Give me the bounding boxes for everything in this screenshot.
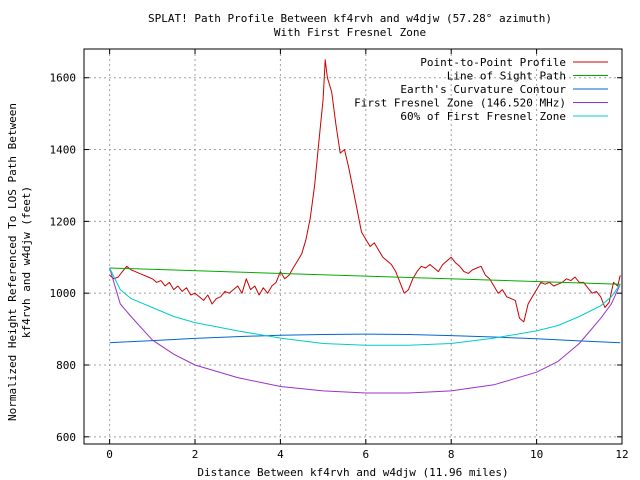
series bbox=[109, 59, 621, 394]
chart-title: SPLAT! Path Profile Between kf4rvh and w… bbox=[148, 12, 552, 25]
series-line-first-fresnel-zone-146-520-mhz bbox=[109, 267, 621, 394]
y-axis-label-line-1: Normalized Height Referenced To LOS Path… bbox=[6, 103, 19, 421]
y-tick-label: 800 bbox=[56, 359, 76, 372]
legend-label-first-fresnel-zone-146-520-mhz: First Fresnel Zone (146.520 MHz) bbox=[354, 97, 566, 110]
legend-label-60-of-first-fresnel-zone: 60% of First Fresnel Zone bbox=[400, 110, 566, 123]
y-tick-label: 1600 bbox=[50, 72, 77, 85]
y-tick-label: 1000 bbox=[50, 287, 77, 300]
x-tick-label: 6 bbox=[362, 448, 369, 461]
series-line-line-of-sight-path bbox=[109, 267, 621, 285]
series-line-point-to-point-profile bbox=[109, 59, 621, 323]
legend-label-line-of-sight-path: Line of Sight Path bbox=[447, 70, 566, 83]
plot-frame bbox=[83, 48, 623, 445]
x-tick-label: 12 bbox=[615, 448, 628, 461]
y-axis-ticks: 600 800 1000 1200 1400 1600 bbox=[50, 72, 622, 444]
y-tick-label: 600 bbox=[56, 431, 76, 444]
chart-subtitle: With First Fresnel Zone bbox=[274, 26, 426, 39]
grid bbox=[84, 49, 622, 444]
x-tick-label: 8 bbox=[448, 448, 455, 461]
series-line-earth-s-curvature-contour bbox=[109, 333, 621, 344]
y-tick-label: 1400 bbox=[50, 144, 77, 157]
y-tick-label: 1200 bbox=[50, 215, 77, 228]
x-tick-label: 0 bbox=[106, 448, 113, 461]
x-tick-label: 2 bbox=[192, 448, 199, 461]
x-axis-label: Distance Between kf4rvh and w4djw (11.96… bbox=[197, 466, 508, 479]
x-tick-label: 10 bbox=[530, 448, 543, 461]
x-tick-label: 4 bbox=[277, 448, 284, 461]
series-line-60-of-first-fresnel-zone bbox=[109, 267, 621, 346]
x-axis-ticks: 0 2 4 6 8 10 12 bbox=[106, 49, 629, 461]
legend-label-earth-s-curvature-contour: Earth's Curvature Contour bbox=[400, 83, 566, 96]
legend-label-point-to-point-profile: Point-to-Point Profile bbox=[420, 56, 566, 69]
y-axis-label-line-2: kf4rvh and w4djw (feet) bbox=[20, 186, 33, 338]
